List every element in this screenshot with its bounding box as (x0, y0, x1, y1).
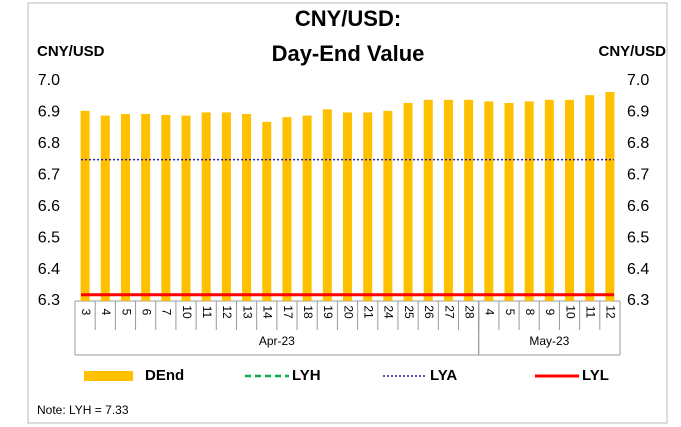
x-tick-label: 14 (261, 305, 275, 319)
bar (464, 99, 474, 301)
x-tick-label: 19 (321, 305, 335, 319)
y2-axis-label: CNY/USD (598, 43, 666, 60)
x-tick-label: 24 (382, 305, 396, 319)
bar (524, 101, 534, 301)
x-tick-label: 26 (422, 305, 436, 319)
legend-label: LYH (292, 367, 321, 384)
x-tick-label: 20 (341, 305, 355, 319)
x-tick-label: 28 (462, 305, 476, 319)
y-axis-label: CNY/USD (37, 43, 105, 60)
x-tick-label: 25 (402, 305, 416, 319)
x-tick-label: 21 (362, 305, 376, 319)
y2-tick-label: 6.4 (627, 261, 649, 278)
y-tick-label: 6.7 (38, 167, 60, 184)
chart-title: Day-End Value (272, 41, 425, 66)
x-tick-label: 10 (563, 305, 577, 319)
chart-title: CNY/USD: (295, 6, 401, 31)
bar (585, 95, 595, 302)
y2-tick-label: 6.5 (627, 229, 649, 246)
x-tick-label: 11 (200, 306, 214, 319)
y-tick-label: 6.6 (38, 198, 60, 215)
x-tick-label: 11 (584, 306, 598, 319)
y2-tick-label: 6.6 (627, 198, 649, 215)
bar (383, 110, 393, 301)
bar (120, 114, 130, 301)
x-tick-label: 8 (523, 309, 537, 316)
bar (282, 117, 292, 302)
y-tick-label: 6.8 (38, 135, 60, 152)
x-tick-label: 10 (180, 305, 194, 319)
note: Note: LYH = 7.33 (37, 403, 129, 417)
x-tick-label: 18 (301, 305, 315, 319)
y-tick-label: 6.3 (38, 292, 60, 309)
y-tick-label: 6.9 (38, 104, 60, 121)
x-tick-label: 13 (240, 305, 254, 319)
bar (100, 115, 110, 301)
bar (484, 101, 494, 301)
y2-tick-label: 6.9 (627, 104, 649, 121)
y-tick-label: 6.5 (38, 229, 60, 246)
bar (242, 114, 252, 301)
bar (322, 109, 332, 302)
x-tick-label: 12 (604, 305, 618, 319)
group-label: May-23 (529, 334, 569, 348)
bar (363, 112, 373, 301)
bar (544, 99, 554, 301)
bar (423, 99, 433, 301)
bar (221, 112, 231, 301)
y2-tick-label: 6.3 (627, 292, 649, 309)
legend-label: DEnd (145, 367, 184, 384)
bar (504, 103, 514, 301)
x-tick-label: 4 (99, 309, 113, 316)
x-tick-label: 6 (139, 309, 153, 316)
x-tick-label: 7 (160, 309, 174, 316)
bar (403, 103, 413, 301)
bar (262, 121, 272, 301)
legend-swatch (84, 371, 133, 381)
legend-label: LYL (582, 367, 609, 384)
x-tick-label: 17 (281, 305, 295, 319)
y2-tick-label: 7.0 (627, 72, 649, 89)
y2-tick-label: 6.7 (627, 167, 649, 184)
bar (161, 114, 171, 301)
bar (181, 115, 191, 301)
x-tick-label: 12 (220, 305, 234, 319)
bar (443, 99, 453, 301)
legend-label: LYA (430, 367, 457, 384)
x-tick-label: 5 (119, 309, 133, 316)
x-tick-label: 9 (543, 309, 557, 316)
bar (80, 110, 90, 301)
x-tick-label: 3 (79, 309, 93, 316)
group-label: Apr-23 (259, 334, 295, 348)
bar (565, 99, 575, 301)
bar (343, 112, 352, 301)
x-tick-label: 4 (483, 309, 497, 316)
bar (605, 92, 615, 301)
bar (302, 115, 312, 301)
bar (141, 114, 151, 301)
y-tick-label: 6.4 (38, 261, 60, 278)
reference-lines (81, 158, 614, 297)
bar (201, 112, 211, 301)
x-tick-label: 5 (503, 309, 517, 316)
y-tick-label: 7.0 (38, 72, 60, 89)
chart-border (27, 2, 668, 424)
y2-tick-label: 6.8 (627, 135, 649, 152)
x-tick-label: 27 (442, 305, 456, 319)
